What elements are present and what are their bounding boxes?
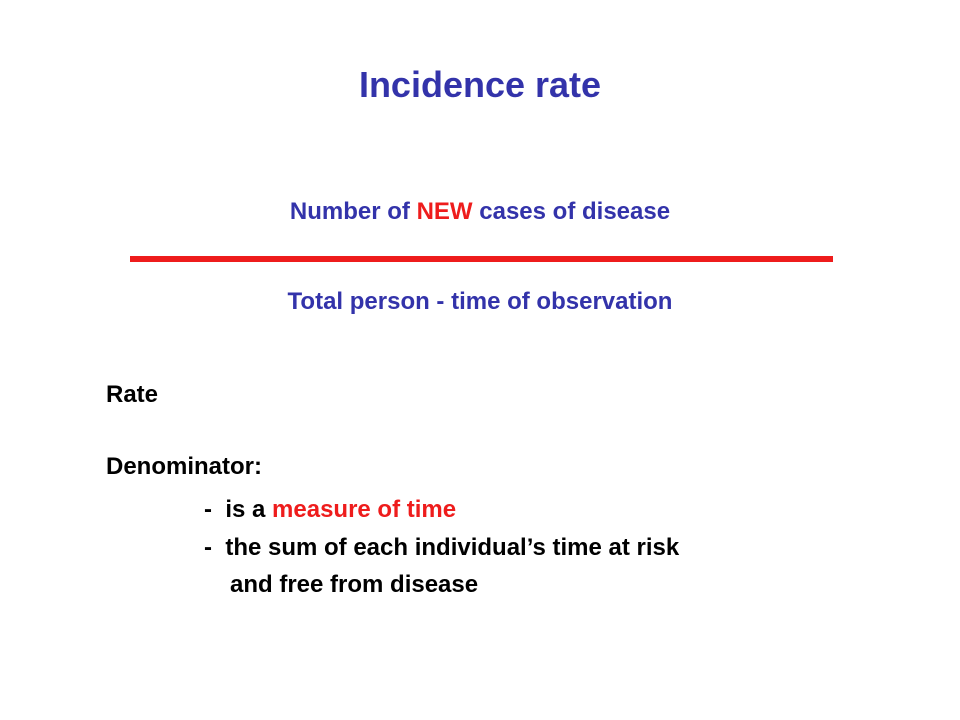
rate-label: Rate	[106, 381, 159, 408]
denominator-label: Denominator:	[106, 453, 262, 480]
bullet1-prefix: - is a	[204, 496, 273, 523]
bullet-sum-of-time-continuation: and free from disease	[230, 571, 479, 598]
slide-title: Incidence rate	[358, 64, 602, 105]
fraction-bar	[130, 256, 833, 262]
numerator-prefix: Number of	[289, 198, 417, 225]
bullet-measure-of-time: - is a measure of time	[204, 492, 456, 528]
numerator-suffix: cases of disease	[472, 198, 671, 225]
formula-numerator: Number of NEW cases of disease	[0, 194, 960, 230]
formula-denominator: Total person - time of observation	[287, 288, 673, 315]
bullet-sum-of-time: - the sum of each individual’s time at r…	[204, 534, 680, 561]
numerator-highlight: NEW	[416, 198, 473, 225]
bullet1-highlight: measure of time	[272, 496, 457, 523]
